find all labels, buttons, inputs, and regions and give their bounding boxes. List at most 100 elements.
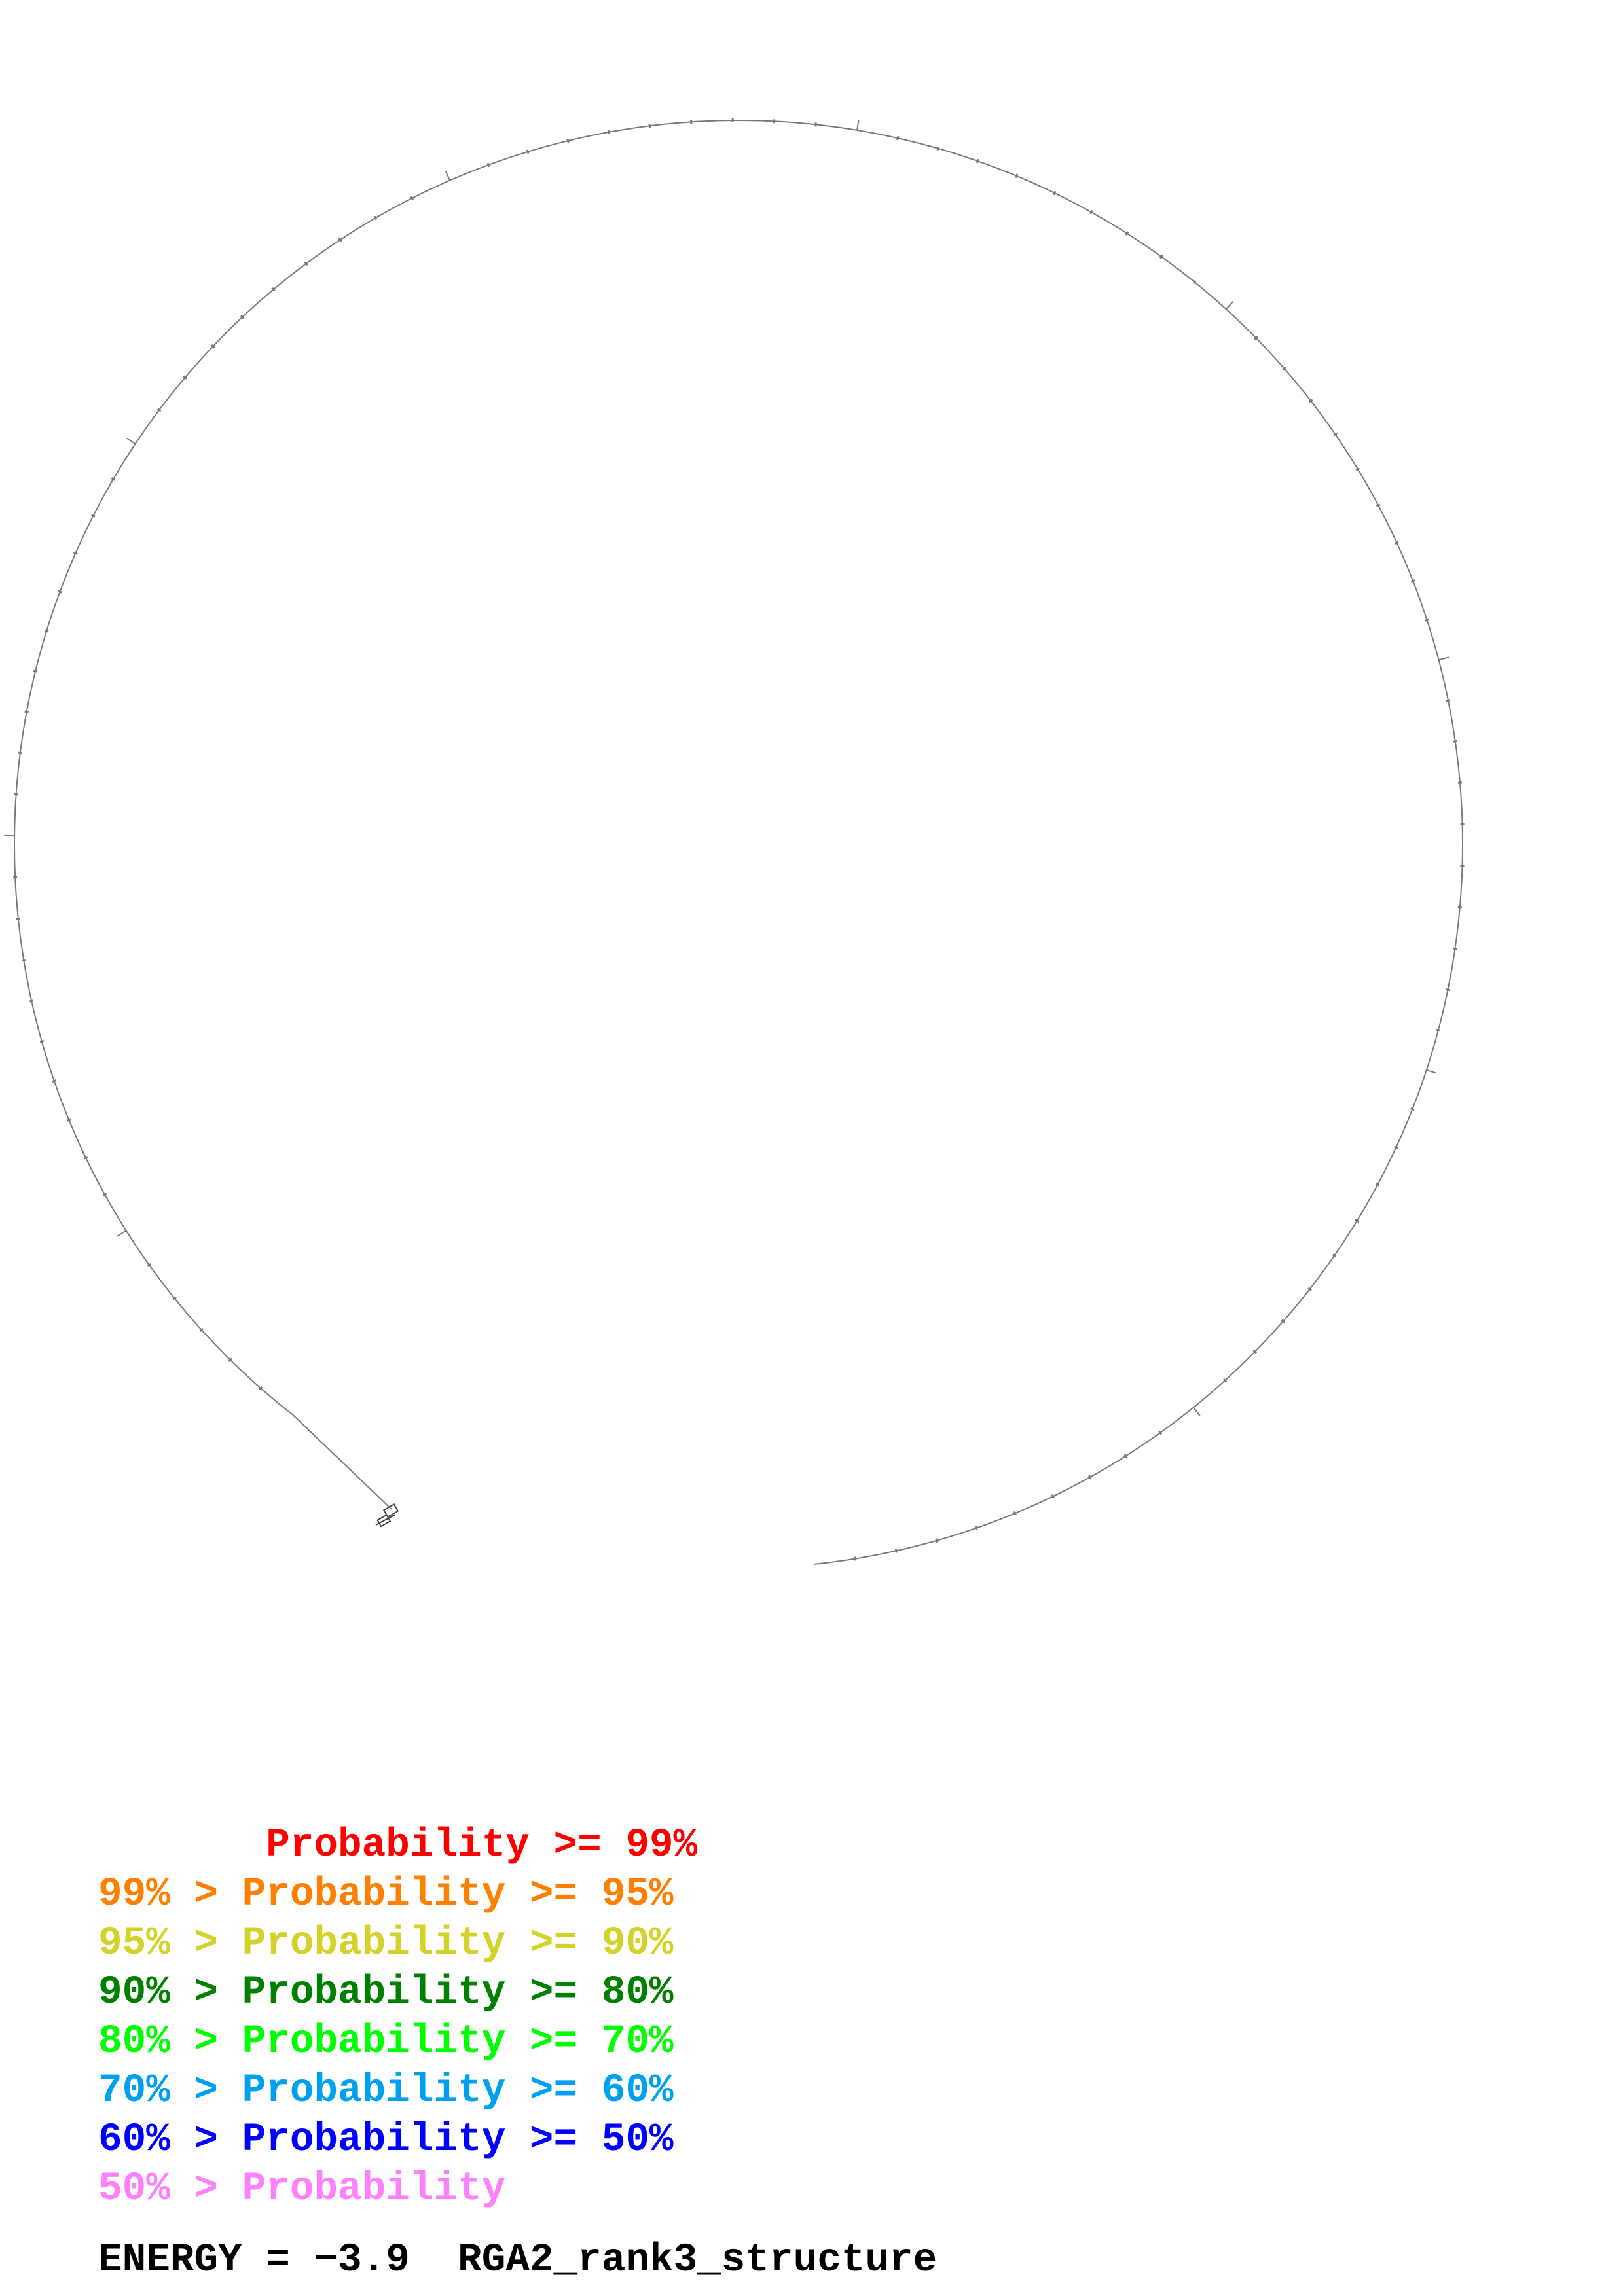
nucleotide-tick	[1436, 1028, 1441, 1032]
nucleotide-tick	[73, 551, 78, 555]
nucleotide-tick	[39, 1039, 45, 1043]
nucleotide-tick	[1013, 1511, 1017, 1516]
nucleotide-major-tick	[117, 1230, 127, 1237]
nucleotide-tick	[44, 629, 49, 633]
nucleotide-tick	[240, 315, 245, 319]
nucleotide-tick	[526, 149, 530, 154]
nucleotide-tick	[1446, 699, 1451, 702]
legend-line-prob-70: 80% > Probability >= 70%	[98, 2019, 674, 2064]
nucleotide-tick	[304, 261, 308, 266]
structure-name: RGA2_rank3_structure	[458, 2238, 938, 2283]
nucleotide-tick	[228, 1357, 232, 1362]
nucleotide-tick	[210, 344, 215, 349]
nucleotide-tick	[111, 477, 116, 481]
nucleotide-tick	[1125, 231, 1129, 236]
nucleotide-tick	[1395, 541, 1399, 545]
energy-footer: ENERGY = −3.9 RGA2_rank3_structure	[98, 2236, 937, 2285]
nucleotide-tick	[1123, 1454, 1128, 1458]
nucleotide-tick	[1281, 1319, 1286, 1323]
energy-spacer	[410, 2238, 458, 2283]
nucleotide-tick	[1333, 432, 1338, 437]
nucleotide-ticks-group	[4, 118, 1465, 1561]
nucleotide-tick	[172, 1296, 177, 1300]
nucleotide-tick	[1282, 367, 1286, 371]
nucleotide-major-tick	[1438, 656, 1450, 661]
nucleotide-major-tick	[445, 170, 450, 181]
nucleotide-major-tick	[856, 119, 860, 131]
energy-value: −3.9	[314, 2238, 410, 2283]
legend-line-prob-below-50: 50% > Probability	[98, 2166, 506, 2212]
nucleotide-tick	[1089, 209, 1093, 215]
nucleotide-tick	[935, 1538, 938, 1543]
nucleotide-tick	[58, 590, 62, 594]
nucleotide-major-tick	[126, 437, 136, 445]
nucleotide-major-tick	[1193, 1407, 1201, 1416]
nucleotide-tick	[1254, 336, 1258, 340]
nucleotide-tick	[1051, 1494, 1055, 1499]
rna-backbone-arc	[14, 120, 1463, 1565]
nucleotide-tick	[16, 918, 21, 920]
nucleotide-tick	[33, 670, 38, 673]
nucleotide-tick	[91, 514, 96, 518]
legend-line-prob-60: 70% > Probability >= 60%	[98, 2068, 674, 2113]
energy-label: ENERGY =	[98, 2238, 314, 2283]
nucleotide-tick	[259, 1386, 263, 1391]
stem-link-line	[375, 1514, 396, 1526]
nucleotide-tick	[1410, 1107, 1415, 1111]
nucleotide-tick	[1457, 906, 1462, 909]
nucleotide-tick	[271, 287, 276, 292]
nucleotide-tick	[1053, 190, 1057, 196]
nucleotide-tick	[199, 1327, 204, 1332]
nucleotide-tick	[976, 158, 979, 164]
nucleotide-tick	[14, 793, 18, 796]
legend-line-prob-95: 99% > Probability >= 95%	[98, 1872, 674, 1917]
nucleotide-tick	[974, 1526, 978, 1531]
rna-backbone-tail	[292, 1414, 392, 1510]
nucleotide-tick	[1088, 1475, 1092, 1480]
nucleotide-tick	[1410, 579, 1415, 583]
nucleotide-tick	[936, 146, 940, 151]
nucleotide-tick	[1355, 1219, 1360, 1223]
nucleotide-tick	[1158, 1430, 1163, 1435]
rna-backbone-group	[14, 120, 1463, 1565]
nucleotide-tick	[648, 124, 651, 128]
nucleotide-major-tick	[1426, 1069, 1437, 1074]
nucleotide-tick	[1425, 619, 1429, 622]
nucleotide-tick	[156, 408, 162, 412]
nucleotide-tick	[83, 1156, 88, 1160]
nucleotide-tick	[1332, 1253, 1337, 1258]
nucleotide-tick	[183, 375, 188, 380]
nucleotide-tick	[102, 1193, 107, 1197]
legend-line-prob-99: Probability >= 99%	[98, 1823, 698, 1868]
nucleotide-tick	[1453, 947, 1457, 950]
nucleotide-tick	[338, 238, 342, 242]
nucleotide-tick	[66, 1118, 71, 1122]
nucleotide-tick	[22, 959, 26, 961]
nucleotide-tick	[1375, 1183, 1380, 1187]
terminal-stem-loop	[375, 1503, 399, 1528]
nucleotide-tick	[854, 1556, 857, 1561]
nucleotide-tick	[410, 196, 414, 201]
legend-line-prob-80: 90% > Probability >= 80%	[98, 1970, 674, 2015]
nucleotide-tick	[1222, 1378, 1228, 1383]
nucleotide-tick	[52, 1079, 57, 1083]
probability-legend: Probability >= 99% 99% > Probability >= …	[98, 1821, 697, 2214]
nucleotide-tick	[1015, 173, 1019, 179]
nucleotide-tick	[486, 162, 490, 168]
nucleotide-tick	[1159, 255, 1164, 259]
nucleotide-tick	[1394, 1145, 1398, 1149]
nucleotide-tick	[1252, 1350, 1258, 1354]
legend-line-prob-90: 95% > Probability >= 90%	[98, 1921, 674, 1966]
nucleotide-tick	[1307, 1287, 1312, 1291]
nucleotide-tick	[1192, 279, 1197, 285]
nucleotide-tick	[1376, 503, 1381, 507]
nucleotide-tick	[607, 130, 610, 135]
nucleotide-tick	[24, 710, 29, 713]
stem-base-pair-box	[382, 1503, 399, 1518]
nucleotide-tick	[373, 215, 378, 221]
legend-line-prob-50: 60% > Probability >= 50%	[98, 2117, 674, 2162]
rna-secondary-structure-diagram	[4, 118, 1465, 1565]
nucleotide-major-tick	[1226, 300, 1234, 310]
nucleotide-tick	[1355, 467, 1360, 471]
nucleotide-tick	[1308, 399, 1313, 403]
